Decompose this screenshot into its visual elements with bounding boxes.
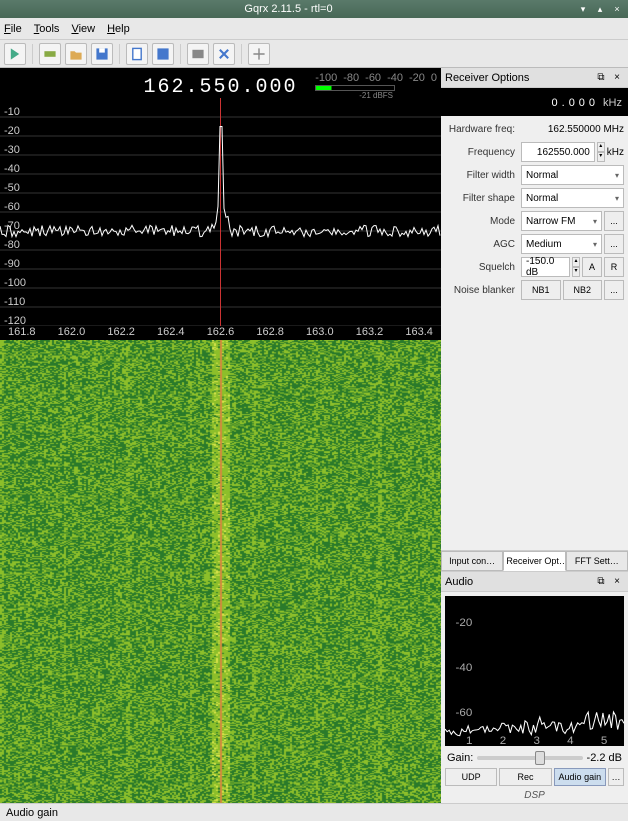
bookmark-button[interactable] [126, 43, 148, 65]
gain-label: Gain: [447, 752, 473, 764]
svg-text:-40: -40 [4, 163, 20, 175]
svg-text:-50: -50 [4, 182, 20, 194]
waterfall-canvas [0, 340, 441, 803]
gain-slider[interactable] [477, 756, 582, 760]
settings-button[interactable] [213, 43, 235, 65]
svg-text:2: 2 [500, 735, 506, 746]
svg-text:1: 1 [466, 735, 472, 746]
play-button[interactable] [4, 43, 26, 65]
svg-text:-30: -30 [4, 144, 20, 156]
filter-width-combo[interactable]: Normal [521, 165, 624, 185]
audio-close-icon[interactable]: × [610, 575, 624, 589]
filter-shape-combo[interactable]: Normal [521, 188, 624, 208]
save-button[interactable] [91, 43, 113, 65]
fullscreen-button[interactable] [248, 43, 270, 65]
menu-tools[interactable]: Tools [34, 23, 60, 35]
iq-button[interactable] [152, 43, 174, 65]
nb1-button[interactable]: NB1 [521, 280, 561, 300]
frequency-spinner[interactable]: ▴▾ [597, 142, 605, 162]
audio-canvas: -20 -40 -60 1 2 3 4 5 [445, 596, 624, 746]
nb-more-button[interactable]: ... [604, 280, 624, 300]
squelch-reset-button[interactable]: R [604, 257, 624, 277]
audio-gain-button[interactable]: Audio gain [554, 768, 606, 786]
screenshot-button[interactable] [187, 43, 209, 65]
minimize-icon[interactable]: ▾ [576, 2, 590, 16]
squelch-spinner[interactable]: ▴▾ [572, 257, 580, 277]
close-icon[interactable]: × [610, 2, 624, 16]
window-title: Gqrx 2.11.5 - rtl=0 [4, 3, 573, 15]
svg-text:-60: -60 [456, 707, 473, 719]
nb2-button[interactable]: NB2 [563, 280, 603, 300]
agc-more-button[interactable]: ... [604, 234, 624, 254]
hardware-freq-value: 162.550000 MHz [521, 124, 624, 135]
svg-text:-20: -20 [456, 617, 473, 629]
svg-text:-10: -10 [4, 106, 20, 118]
device-button[interactable] [39, 43, 61, 65]
rec-button[interactable]: Rec [499, 768, 551, 786]
udp-button[interactable]: UDP [445, 768, 497, 786]
dsp-label: DSP [441, 788, 628, 803]
tab-receiver-options[interactable]: Receiver Opt… [503, 551, 565, 571]
toolbar-separator [119, 44, 120, 64]
close-panel-icon[interactable]: × [610, 71, 624, 85]
frequency-label: Frequency [445, 147, 521, 158]
svg-text:-120: -120 [4, 315, 26, 326]
svg-text:3: 3 [533, 735, 539, 746]
open-button[interactable] [65, 43, 87, 65]
svg-text:-20: -20 [4, 125, 20, 137]
statusbar: Audio gain [0, 803, 628, 821]
svg-text:5: 5 [601, 735, 607, 746]
toolbar-separator [180, 44, 181, 64]
audio-more-button[interactable]: … [608, 768, 624, 786]
squelch-input[interactable]: -150.0 dB [521, 257, 570, 277]
window-titlebar: Gqrx 2.11.5 - rtl=0 ▾ ▴ × [0, 0, 628, 18]
toolbar-separator [241, 44, 242, 64]
svg-text:-90: -90 [4, 258, 20, 270]
menu-help[interactable]: Help [107, 23, 130, 35]
svg-text:-110: -110 [4, 296, 25, 308]
mode-more-button[interactable]: ... [604, 211, 624, 231]
receiver-panel-title: Receiver Options [445, 72, 529, 84]
status-text: Audio gain [6, 807, 58, 819]
waterfall-plot[interactable] [0, 340, 441, 803]
hardware-freq-label: Hardware freq: [445, 124, 521, 135]
tab-input-controls[interactable]: Input con… [441, 551, 503, 571]
dbfs-meter: -100-80-60-40-200 -21 dBFS [315, 72, 437, 100]
offset-frequency-display[interactable]: 0.000kHz [441, 88, 628, 116]
audio-panel-header: Audio ⧉ × [441, 572, 628, 592]
svg-text:-40: -40 [456, 662, 473, 674]
toolbar [0, 40, 628, 68]
menu-file[interactable]: File [4, 23, 22, 35]
undock-icon[interactable]: ⧉ [594, 71, 608, 85]
mode-combo[interactable]: Narrow FM [521, 211, 602, 231]
panel-tabs: Input con… Receiver Opt… FFT Sett… [441, 550, 628, 571]
audio-panel-title: Audio [445, 576, 473, 588]
menubar: File Tools View Help [0, 18, 628, 40]
audio-spectrum[interactable]: -20 -40 -60 1 2 3 4 5 [445, 596, 624, 746]
spectrum-x-axis: 161.8162.0162.2162.4162.6162.8163.0163.2… [0, 326, 441, 340]
spectrum-plot[interactable]: 162.550.000 -100-80-60-40-200 -21 dBFS -… [0, 68, 441, 340]
squelch-auto-button[interactable]: A [582, 257, 602, 277]
menu-view[interactable]: View [71, 23, 95, 35]
svg-text:-80: -80 [4, 239, 20, 251]
maximize-icon[interactable]: ▴ [593, 2, 607, 16]
svg-text:-60: -60 [4, 201, 20, 213]
gain-value: -2.2 dB [587, 752, 622, 764]
agc-combo[interactable]: Medium [521, 234, 602, 254]
toolbar-separator [32, 44, 33, 64]
receiver-panel-header: Receiver Options ⧉ × [441, 68, 628, 88]
audio-undock-icon[interactable]: ⧉ [594, 575, 608, 589]
tab-fft-settings[interactable]: FFT Sett… [566, 551, 628, 571]
frequency-input[interactable]: 162550.000 [521, 142, 595, 162]
svg-text:-100: -100 [4, 277, 26, 289]
spectrum-canvas: -10 -20 -30 -40 -50 -60 -70 -80 -90 -100 -110 -120 [0, 98, 441, 326]
svg-text:-70: -70 [4, 220, 20, 232]
svg-text:4: 4 [567, 735, 573, 746]
